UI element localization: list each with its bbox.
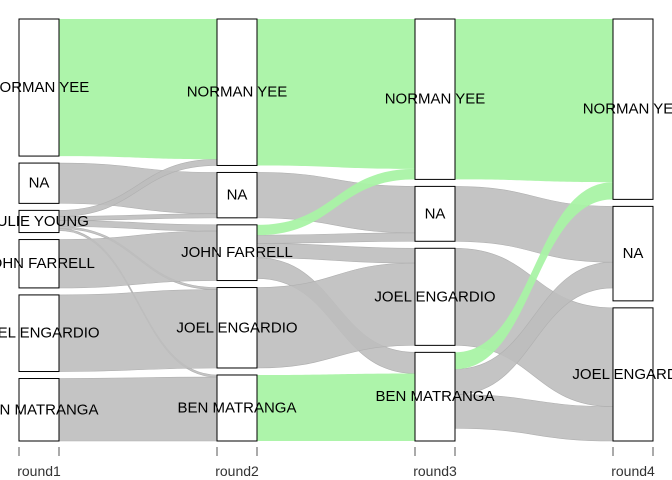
node-round3-joel-engardio: [414, 247, 456, 346]
node-label-round3-norman-yee: NORMAN YEE: [385, 91, 486, 108]
node-round2-ben-matranga: [216, 374, 258, 442]
node-label-round4-na: NA: [623, 245, 644, 262]
node-label-round1-joel-engardio: JOEL ENGARDIO: [0, 325, 100, 342]
flow-john-farrell-to-na-stage-2: [256, 232, 416, 244]
node-round1-julie-young: [18, 209, 60, 234]
node-round3-norman-yee: [414, 18, 456, 180]
flow-ben-matranga-to-ben-matranga-stage-2: [257, 373, 415, 441]
flow-norman-yee-to-norman-yee-stage-1: [59, 19, 217, 160]
node-round1-joel-engardio: [18, 294, 60, 373]
node-labels-layer: NORMAN YEE NA JULIE YOUNG JOHN FARRELL JOEL …: [0, 79, 672, 418]
node-label-round2-joel-engardio: JOEL ENGARDIO: [176, 319, 297, 336]
axis-label-round2: round2: [215, 463, 259, 479]
flow-john-farrell-to-norman-yee-stage-2: [257, 168, 415, 236]
node-label-round2-ben-matranga: BEN MATRANGA: [178, 399, 297, 416]
flow-norman-yee-to-norman-yee-stage-2: [257, 19, 415, 169]
node-round1-john-farrell: [18, 239, 60, 289]
node-round3-ben-matranga: [414, 351, 456, 442]
x-axis: round1 round2 round3 round4: [17, 447, 655, 479]
node-label-round2-john-farrell: JOHN FARRELL: [181, 244, 293, 261]
axis-label-round3: round3: [413, 463, 457, 479]
node-round2-na: [216, 171, 258, 219]
node-round3-na: [414, 185, 456, 242]
node-label-round2-norman-yee: NORMAN YEE: [187, 84, 288, 101]
node-label-round2-na: NA: [227, 187, 248, 204]
node-round1-na: [18, 162, 60, 204]
node-label-round1-john-farrell: JOHN FARRELL: [0, 255, 95, 272]
node-label-round1-julie-young: JULIE YOUNG: [0, 213, 89, 230]
node-round2-john-farrell: [216, 224, 258, 282]
node-round4-norman-yee: [612, 18, 654, 200]
node-round2-norman-yee: [216, 18, 258, 166]
node-label-round1-ben-matranga: BEN MATRANGA: [0, 401, 98, 418]
node-label-round3-na: NA: [425, 205, 446, 222]
node-label-round1-na: NA: [29, 175, 50, 192]
node-round4-joel-engardio: [612, 307, 654, 442]
flows-layer: [58, 19, 614, 442]
node-label-round4-joel-engardio: JOEL ENGARDIO: [572, 366, 672, 383]
nodes-layer: [18, 18, 654, 442]
node-label-round4-norman-yee: NORMAN YEE: [583, 101, 672, 118]
node-round1-norman-yee: [18, 18, 60, 157]
node-round4-na: [612, 205, 654, 302]
node-round2-joel-engardio: [216, 287, 258, 369]
flow-norman-yee-to-norman-yee-stage-3: [455, 19, 613, 183]
node-label-round3-joel-engardio: JOEL ENGARDIO: [374, 288, 495, 305]
node-round1-ben-matranga: [18, 378, 60, 442]
flow-ben-matranga-to-norman-yee-stage-3: [455, 182, 613, 370]
axis-label-round4: round4: [611, 463, 655, 479]
node-label-round3-ben-matranga: BEN MATRANGA: [376, 388, 495, 405]
axis-label-round1: round1: [17, 463, 61, 479]
node-label-round1-norman-yee: NORMAN YEE: [0, 79, 89, 96]
